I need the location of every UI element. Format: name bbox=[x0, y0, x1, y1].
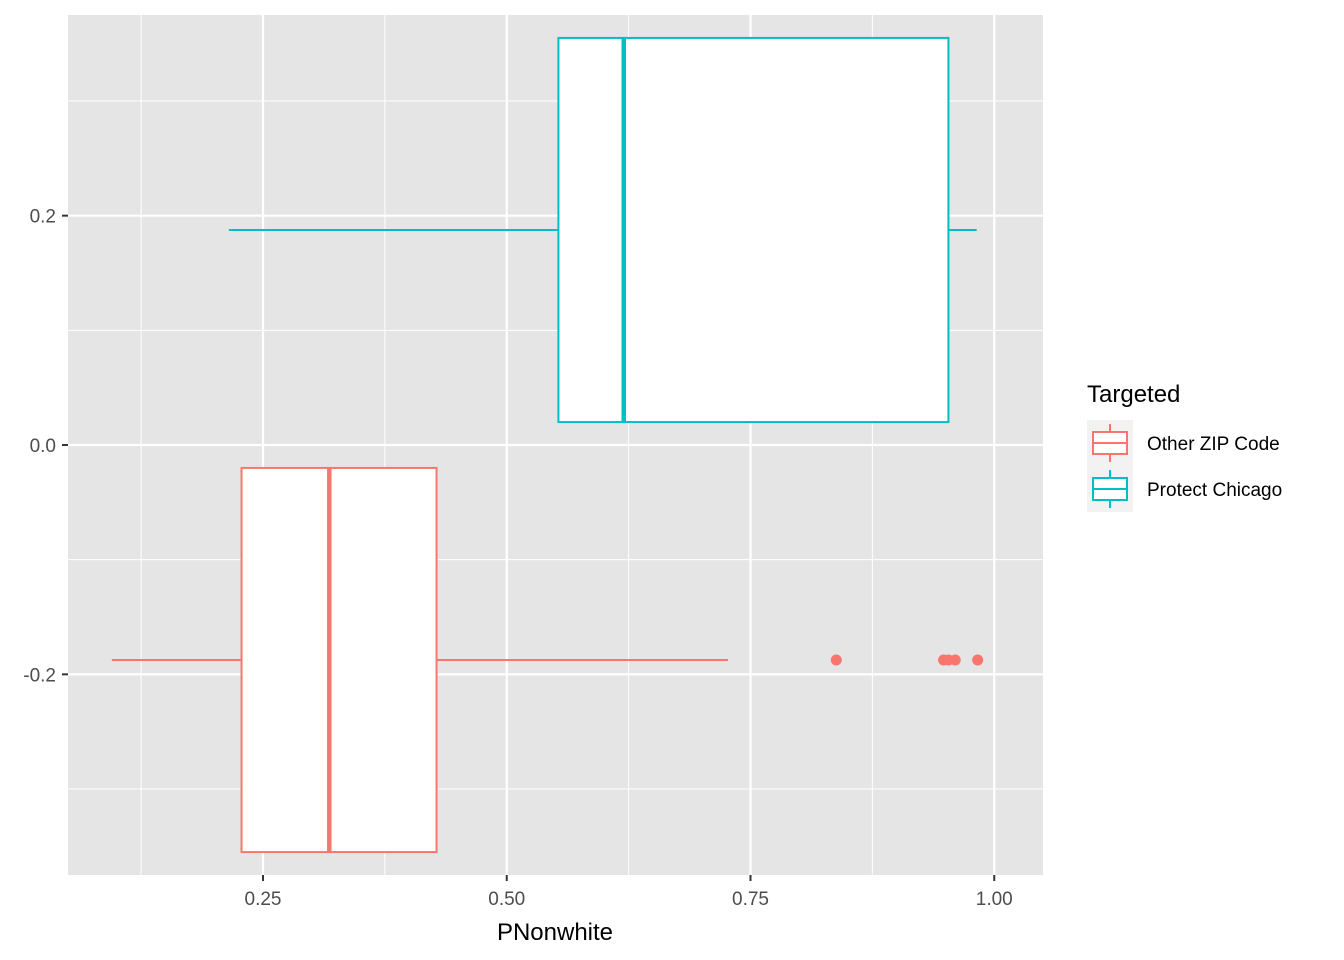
legend-entry: Other ZIP Code bbox=[1087, 420, 1280, 466]
legend-title: Targeted bbox=[1087, 381, 1180, 408]
box-iqr bbox=[240, 466, 438, 854]
y-tick-label: 0.0 bbox=[30, 436, 56, 457]
x-axis-title: PNonwhite bbox=[497, 919, 613, 946]
x-tick-label: 1.00 bbox=[976, 889, 1013, 910]
axis-ticks bbox=[62, 214, 996, 881]
outlier-point bbox=[949, 654, 961, 666]
outlier-point bbox=[830, 654, 842, 666]
y-tick-labels: -0.2 0.0 0.2 bbox=[23, 207, 56, 687]
x-tick-label: 0.75 bbox=[732, 889, 769, 910]
box-series-group bbox=[111, 36, 984, 854]
outlier-point bbox=[972, 654, 984, 666]
x-tick-label: 0.25 bbox=[245, 889, 282, 910]
x-tick-labels: 0.25 0.50 0.75 1.00 bbox=[245, 889, 1013, 910]
x-tick-label: 0.50 bbox=[488, 889, 525, 910]
legend-label: Protect Chicago bbox=[1147, 480, 1282, 501]
legend-label: Other ZIP Code bbox=[1147, 434, 1280, 455]
box-other-zip-code bbox=[111, 466, 984, 854]
box-protect-chicago bbox=[228, 36, 977, 424]
y-tick-label: 0.2 bbox=[30, 207, 56, 228]
y-tick-label: -0.2 bbox=[23, 665, 56, 686]
legend: Targeted Other ZIP Code Protect Chicago bbox=[1087, 381, 1282, 512]
legend-entry: Protect Chicago bbox=[1087, 466, 1282, 512]
box-iqr bbox=[557, 36, 950, 424]
